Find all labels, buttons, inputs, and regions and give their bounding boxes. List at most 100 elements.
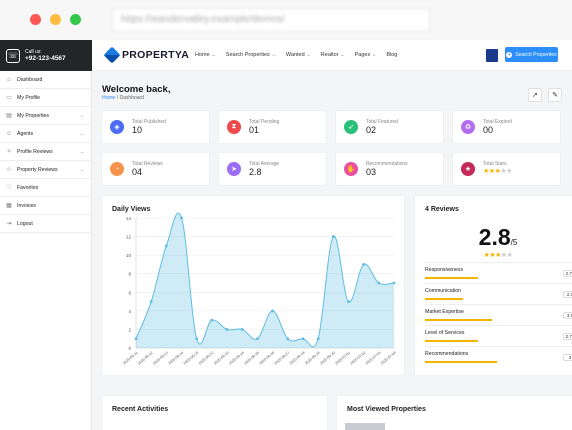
criterion-score: 2.0: [563, 291, 572, 298]
chevron-down-icon: ⌄: [211, 52, 216, 58]
x-tick-label: 2020-06-11: [122, 351, 138, 366]
phone-icon: ☏: [6, 48, 20, 63]
data-point[interactable]: [331, 235, 335, 238]
criterion-bar: [425, 319, 493, 321]
sidebar-item-label: Favorites: [17, 184, 39, 191]
close-window-dot[interactable]: [30, 14, 41, 25]
data-point[interactable]: [377, 281, 381, 285]
reviews-icon: ✧: [6, 148, 12, 155]
breadcrumb-home[interactable]: Home: [102, 95, 116, 101]
data-point[interactable]: [301, 337, 305, 341]
address-bar[interactable]: https://wandervalley.example/demos/: [112, 8, 430, 32]
chevron-down-icon: ⌄: [306, 52, 311, 58]
call-us-box: ☏ Call us: +92-123-4567: [0, 40, 92, 71]
menu-item-5[interactable]: Blog: [381, 52, 402, 58]
criterion-label: Recommendations: [425, 351, 469, 357]
menu-item-label: Home: [195, 52, 210, 58]
chevron-down-icon: ⌄: [79, 112, 84, 119]
y-tick-label: 4: [128, 309, 131, 314]
maximize-window-dot[interactable]: [70, 14, 81, 25]
data-point[interactable]: [286, 337, 290, 341]
edit-button[interactable]: ✎: [548, 88, 562, 102]
criterion-score: 2.75: [563, 270, 572, 277]
sidebar-item-agents[interactable]: ☺ Agents ⌄: [0, 125, 91, 143]
data-point[interactable]: [210, 318, 214, 322]
sidebar-item-label: Agents: [17, 130, 34, 137]
brand-logo[interactable]: PROPERTYA: [103, 46, 190, 64]
stat-card-total-featured: ➶ Total Featured 02: [336, 111, 443, 143]
y-tick-label: 0: [128, 346, 131, 351]
data-point[interactable]: [362, 263, 366, 266]
data-point[interactable]: [149, 300, 153, 303]
data-point[interactable]: [271, 309, 274, 313]
x-tick-label: 2020-06-23: [213, 351, 230, 366]
y-tick-label: 10: [126, 253, 132, 258]
layers-icon: ◈: [110, 120, 124, 134]
sidebar-item-my-profile[interactable]: ▭ My Profile: [0, 89, 91, 107]
data-point[interactable]: [347, 300, 350, 303]
minimize-window-dot[interactable]: [50, 14, 61, 25]
menu-item-2[interactable]: Wanted ⌄: [281, 52, 316, 58]
x-tick-label: 2020-07-01: [334, 351, 351, 366]
stat-label: Total Average: [249, 160, 280, 167]
review-criterion-2: Market Expertise 3.5: [425, 309, 572, 321]
data-point[interactable]: [392, 281, 396, 285]
criterion-label: Communication: [425, 288, 462, 294]
data-point[interactable]: [180, 216, 183, 220]
sidebar-item-logout[interactable]: ⇥ Logout: [0, 215, 91, 233]
phone-number[interactable]: +92-123-4567: [25, 54, 66, 62]
sidebar-item-dashboard[interactable]: ⌂ Dashboard: [0, 71, 91, 89]
review-criterion-4: Recommendations 3: [425, 351, 572, 363]
data-point[interactable]: [134, 337, 138, 341]
search-properties-button[interactable]: + Search Properties: [505, 47, 558, 62]
x-tick-label: 2020-06-22: [198, 351, 215, 366]
properties-icon: ▤: [6, 112, 12, 119]
data-point[interactable]: [195, 337, 199, 341]
sidebar-item-profile-reviews[interactable]: ✧ Profile Reviews ⌄: [0, 143, 91, 161]
menu-item-1[interactable]: Search Properties ⌄: [221, 52, 281, 58]
property-thumbnail[interactable]: [345, 423, 385, 430]
criterion-label: Responsiveness: [425, 267, 464, 273]
data-point[interactable]: [164, 244, 168, 248]
most-viewed-card: Most Viewed Properties: [337, 396, 572, 430]
criterion-label: Level of Services: [425, 330, 465, 336]
data-point[interactable]: [240, 328, 244, 331]
sidebar-item-invoices[interactable]: ▦ Invoices: [0, 197, 91, 215]
data-point[interactable]: [316, 337, 320, 341]
data-point[interactable]: [256, 337, 259, 341]
menu-item-3[interactable]: Realtor ⌄: [316, 52, 350, 58]
sidebar-item-my-properties[interactable]: ▤ My Properties ⌄: [0, 107, 91, 125]
y-tick-label: 6: [128, 290, 131, 295]
menu-item-0[interactable]: Home ⌄: [190, 52, 221, 58]
data-point[interactable]: [225, 328, 229, 331]
menu-item-label: Realtor: [320, 52, 339, 58]
criterion-label: Market Expertise: [425, 309, 464, 315]
user-avatar[interactable]: [486, 49, 498, 62]
recent-activities-card: Recent Activities: [102, 396, 327, 430]
stat-label: Total Reviews: [132, 160, 163, 167]
criterion-bar: [425, 340, 478, 342]
stat-value: 2.8: [249, 166, 262, 177]
daily-views-card: Daily Views 0 2 4 6 8 10 12 14 2020-06-11 2020-06…: [102, 196, 404, 375]
breadcrumb-separator: /: [116, 95, 119, 101]
menu-item-4[interactable]: Pages ⌄: [350, 52, 382, 58]
recent-activities-title: Recent Activities: [112, 406, 169, 413]
x-tick-label: 2020-06-14: [168, 351, 185, 366]
sidebar-item-property-reviews[interactable]: ☆ Property Reviews ⌄: [0, 161, 91, 179]
y-tick-label: 14: [126, 216, 132, 221]
main-content: Welcome back, Home / Dashboard ➚ ✎ ◈ Tota…: [92, 71, 572, 430]
criterion-bar: [425, 298, 464, 300]
x-tick-label: 2020-06-26: [259, 351, 276, 366]
dashboard-icon: ⌂: [7, 76, 11, 83]
send-icon: ➚: [532, 92, 538, 99]
star-icon: ★: [461, 162, 475, 176]
x-tick-label: 2020-06-15: [183, 351, 200, 366]
x-tick-label: 2020-06-13: [152, 351, 169, 366]
criterion-score: 3: [563, 354, 572, 361]
sidebar-item-favorites[interactable]: ♡ Favorites: [0, 179, 91, 197]
main-menu: Home ⌄ Search Properties ⌄ Wanted ⌄ Realtor ⌄ Pa…: [190, 52, 402, 58]
stat-card-total-stars: ★ Total Stars ★★★★★: [453, 153, 560, 185]
divider: [425, 325, 572, 326]
share-button[interactable]: ➚: [528, 88, 542, 102]
review-criterion-3: Level of Services 2.75: [425, 330, 572, 342]
